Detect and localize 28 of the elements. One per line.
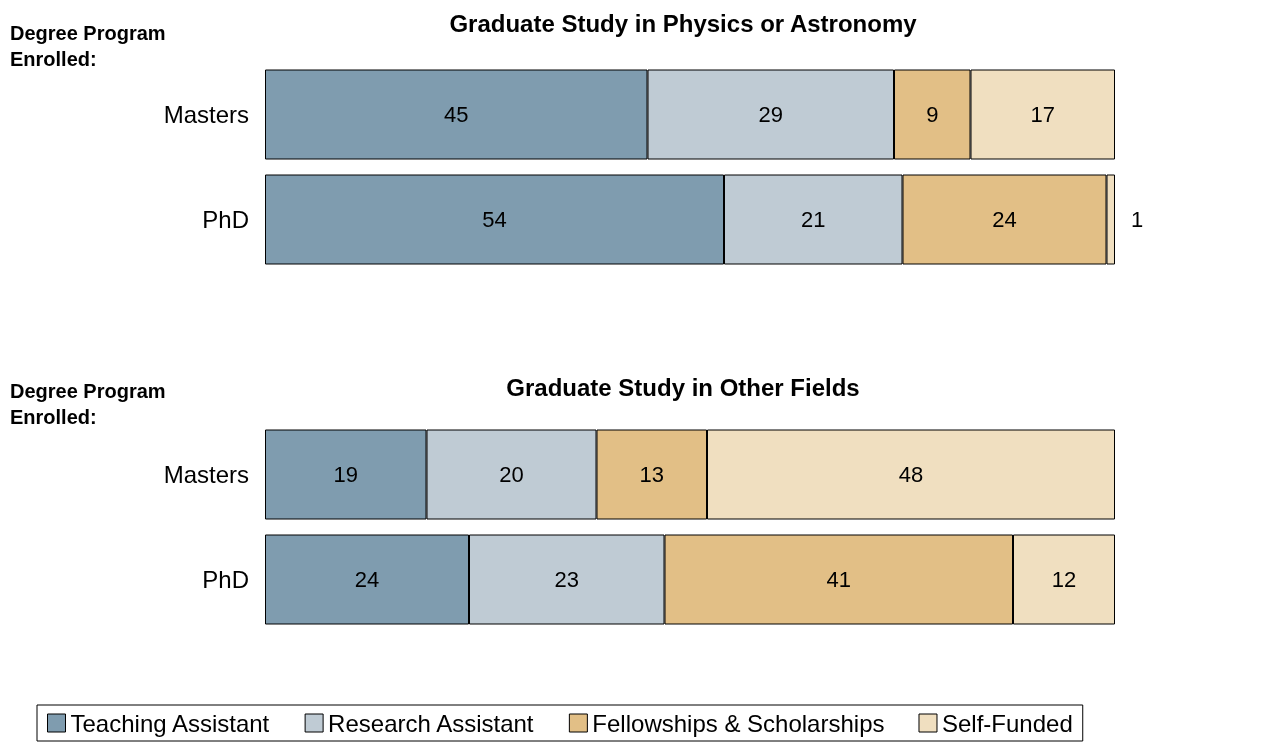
legend-label: Self-Funded bbox=[941, 709, 1073, 737]
data-label: 29 bbox=[758, 102, 783, 127]
data-label: 23 bbox=[554, 567, 579, 592]
data-label: 12 bbox=[1051, 567, 1077, 592]
chart-title: Graduate Study in Physics or Astronomy bbox=[449, 9, 918, 37]
data-label: 48 bbox=[898, 462, 924, 487]
data-label: 45 bbox=[444, 102, 469, 127]
y-tick-label: PhD bbox=[202, 206, 249, 233]
data-label: 19 bbox=[333, 462, 358, 487]
data-label: 54 bbox=[482, 207, 507, 232]
y-tick-label: Masters bbox=[163, 101, 249, 128]
chart-title: Graduate Study in Other Fields bbox=[506, 373, 860, 401]
data-label: 9 bbox=[926, 102, 939, 127]
legend-label: Research Assistant bbox=[328, 709, 534, 737]
y-axis-title: Degree Program Enrolled: bbox=[10, 380, 172, 428]
data-label: 24 bbox=[354, 567, 380, 592]
legend-label: Teaching Assistant bbox=[70, 709, 270, 737]
y-axis-title: Degree Program Enrolled: bbox=[10, 22, 172, 70]
data-label: 1 bbox=[1131, 207, 1144, 232]
data-label: 13 bbox=[639, 462, 664, 487]
data-label: 41 bbox=[826, 567, 851, 592]
y-tick-label: PhD bbox=[202, 566, 249, 593]
y-tick-label: Masters bbox=[163, 461, 249, 488]
data-label: 20 bbox=[499, 462, 524, 487]
data-label: 24 bbox=[992, 207, 1017, 232]
data-label: 17 bbox=[1030, 102, 1055, 127]
legend-label: Fellowships & Scholarships bbox=[592, 709, 885, 737]
data-label: 21 bbox=[801, 207, 826, 232]
